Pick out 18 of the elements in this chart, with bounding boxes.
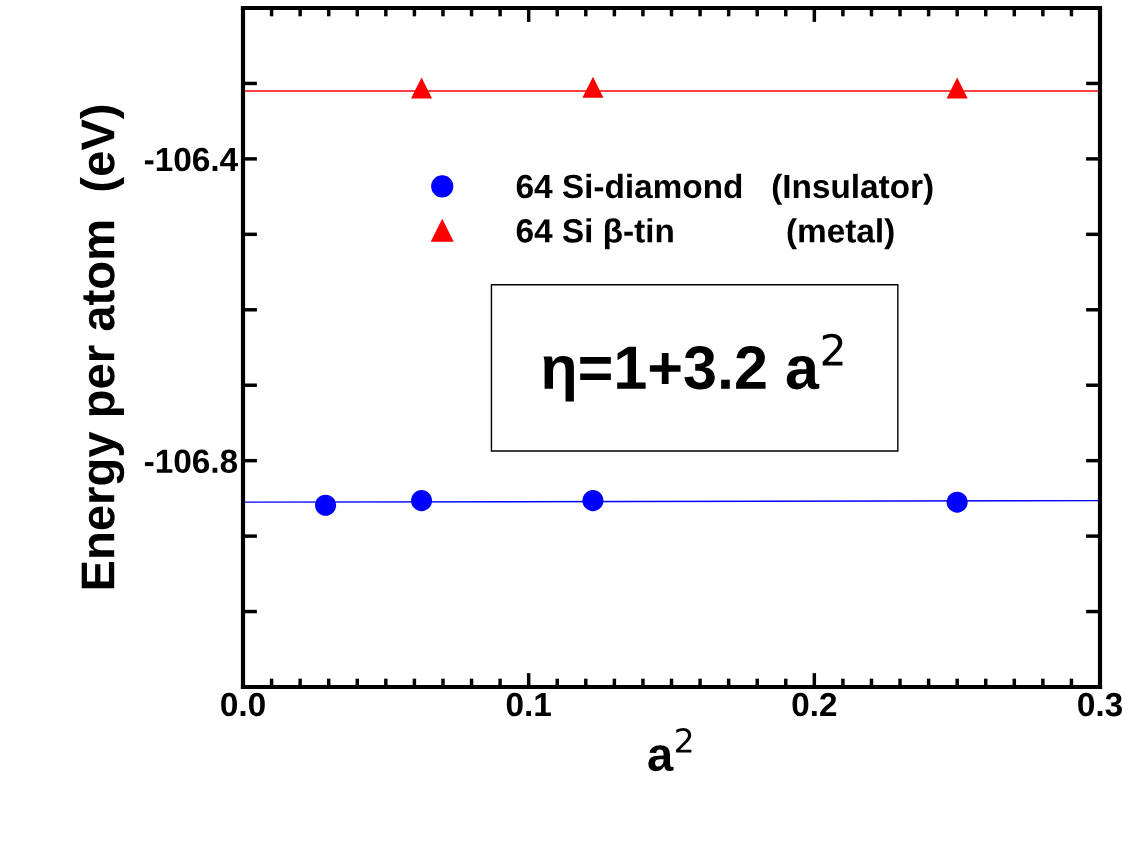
y-tick-label: -106.4: [144, 147, 238, 172]
x-tick-label: 0.3: [1078, 692, 1122, 717]
x-tick-label: 0.2: [792, 692, 837, 717]
x-axis-title: a$^{2}$: [648, 728, 692, 772]
point: [582, 490, 604, 512]
legend-label: 64 Si β-tin (metal): [516, 218, 894, 250]
point: [315, 494, 337, 516]
y-tick-label: -106.8: [144, 449, 238, 474]
point: [946, 491, 968, 513]
point: [582, 76, 604, 98]
point: [411, 77, 433, 99]
y-axis-title: Energy per atom (eV): [79, 105, 125, 589]
x-tick-label: 0.0: [221, 692, 265, 717]
legend-label: 64 Si-diamond (Insulator): [516, 173, 933, 205]
point: [946, 77, 968, 99]
annotation: η=1+3.2 a$^{2}$: [543, 333, 843, 402]
point: [411, 490, 433, 512]
x-tick-label: 0.1: [506, 692, 551, 717]
